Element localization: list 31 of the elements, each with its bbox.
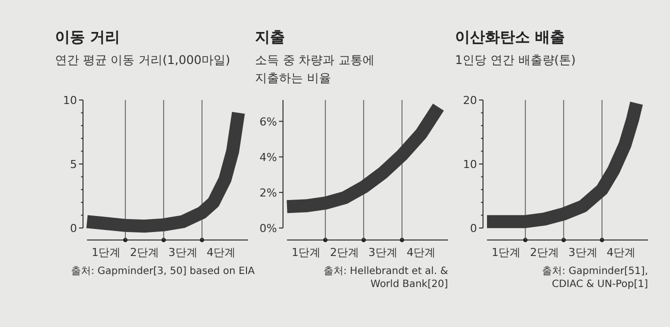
- x-tick-label: 4단계: [206, 246, 236, 259]
- chart-title: 이동 거리: [55, 28, 120, 46]
- x-tick-label: 3단계: [568, 246, 598, 259]
- y-tick-label: 10: [63, 94, 77, 107]
- x-tick-label: 1단계: [292, 246, 321, 259]
- chart-title: 이산화탄소 배출: [455, 28, 566, 46]
- x-tick-label: 1단계: [92, 246, 121, 259]
- x-tick-label: 1단계: [492, 246, 521, 259]
- x-tick-label: 4단계: [406, 246, 436, 259]
- source-note: 출처: Gapminder[51], CDIAC & UN-Pop[1]: [542, 266, 648, 290]
- x-tick-label: 2단계: [530, 246, 559, 259]
- y-tick-label: 0: [470, 222, 477, 235]
- x-tick-label: 3단계: [168, 246, 198, 259]
- chart-title: 지출: [255, 28, 285, 46]
- x-tick-label: 3단계: [368, 246, 398, 259]
- source-note: 출처: Hellebrandt et al. & World Bank[20]: [323, 266, 448, 290]
- chart-subtitle: 소득 중 차량과 교통에 지출하는 비율: [255, 53, 374, 85]
- y-tick-label: 20: [463, 94, 477, 107]
- chart-subtitle: 1인당 연간 배출량(톤): [455, 53, 576, 67]
- x-tick-label: 2단계: [130, 246, 159, 259]
- y-tick-label: 6%: [260, 115, 277, 128]
- x-tick-label: 4단계: [606, 246, 636, 259]
- y-tick-label: 10: [463, 158, 477, 171]
- x-tick-label: 2단계: [330, 246, 359, 259]
- chart-subtitle: 연간 평균 이동 거리(1,000마일): [55, 53, 230, 67]
- y-tick-label: 5: [70, 158, 77, 171]
- y-tick-label: 0: [70, 222, 77, 235]
- source-note: 출처: Gapminder[3, 50] based on EIA: [71, 266, 255, 277]
- y-tick-label: 4%: [260, 150, 277, 164]
- y-tick-label: 0%: [260, 222, 277, 235]
- y-tick-label: 2%: [260, 186, 277, 200]
